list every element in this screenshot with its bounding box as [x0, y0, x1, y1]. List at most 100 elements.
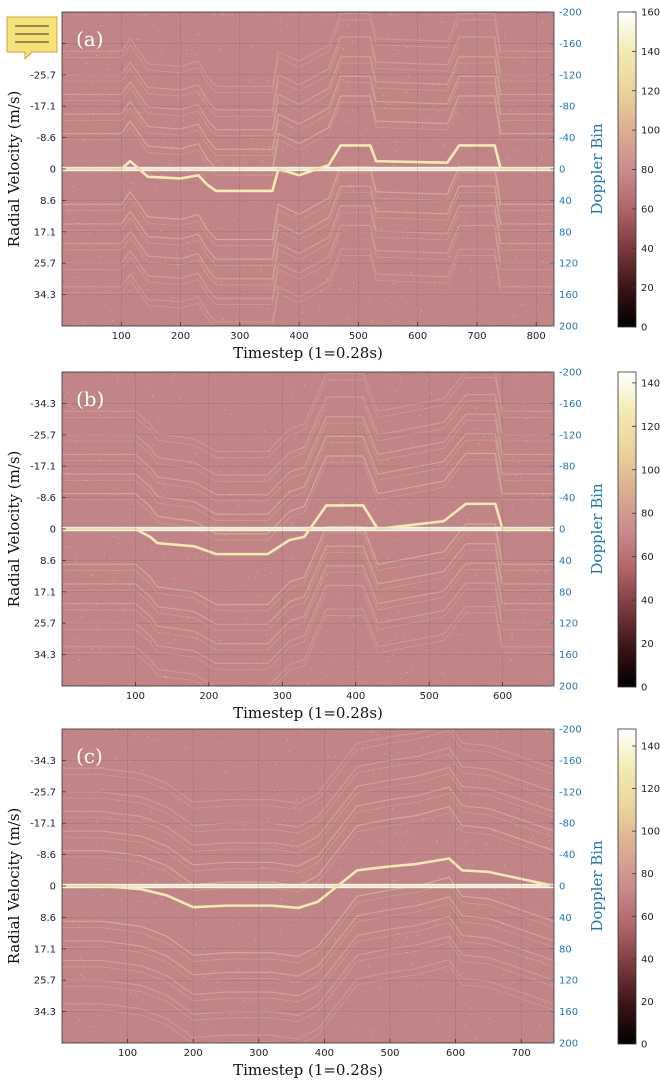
speckle [253, 147, 255, 149]
speckle [103, 845, 105, 847]
speckle [64, 734, 66, 736]
speckle [534, 410, 536, 412]
speckle [499, 564, 501, 566]
y-tick-label-right: 120 [559, 259, 578, 270]
speckle [165, 538, 167, 540]
speckle [353, 281, 355, 284]
speckle [79, 958, 81, 960]
speckle [186, 241, 188, 244]
speckle [380, 227, 382, 229]
speckle [307, 875, 309, 877]
speckle [440, 21, 442, 23]
y-tick-label-right: 80 [559, 227, 572, 238]
speckle [369, 296, 371, 298]
speckle [371, 320, 374, 322]
speckle [475, 408, 477, 410]
speckle [535, 910, 537, 912]
speckle [475, 574, 477, 576]
x-tick-label: 300 [249, 1048, 268, 1059]
speckle [163, 135, 165, 137]
sticky-note-icon[interactable] [6, 16, 58, 61]
speckle [128, 583, 131, 586]
speckle [86, 62, 88, 64]
speckle [77, 222, 80, 225]
speckle [90, 1025, 92, 1027]
speckle [130, 992, 132, 994]
speckle [334, 939, 336, 941]
speckle [244, 159, 246, 161]
speckle [186, 1030, 188, 1032]
speckle [357, 430, 359, 432]
speckle [219, 470, 221, 472]
speckle [115, 888, 117, 890]
speckle [147, 767, 150, 769]
speckle [115, 729, 117, 732]
speckle [82, 976, 85, 979]
speckle [467, 519, 469, 521]
speckle [135, 626, 137, 629]
y-tick-label-left: 34.3 [34, 650, 56, 661]
speckle [425, 118, 427, 120]
speckle [526, 440, 528, 442]
speckle [363, 497, 365, 499]
speckle [471, 779, 473, 782]
speckle [504, 602, 506, 604]
speckle [83, 747, 85, 749]
colorbar-tick-label: 140 [641, 47, 660, 58]
speckle [319, 583, 322, 585]
speckle [471, 796, 473, 799]
speckle [356, 20, 358, 22]
speckle [468, 1013, 471, 1015]
speckle [182, 116, 185, 118]
colorbar: 0 20 40 60 80 100 120 140 [617, 728, 660, 1051]
speckle [402, 638, 405, 640]
speckle [246, 618, 248, 620]
speckle [137, 38, 140, 40]
speckle [392, 577, 394, 579]
speckle [392, 807, 394, 809]
main-trace [62, 144, 554, 193]
speckle [100, 414, 102, 416]
speckle [432, 819, 434, 822]
speckle [266, 818, 268, 820]
speckle [105, 88, 107, 90]
x-tick-label: 700 [512, 1048, 531, 1059]
speckle [551, 617, 554, 619]
speckle [96, 54, 98, 56]
speckle [196, 554, 198, 556]
speckle [173, 372, 175, 374]
speckle [113, 101, 116, 103]
speckle [90, 648, 92, 650]
speckle [255, 762, 258, 764]
speckle [238, 118, 240, 120]
speckle [448, 388, 451, 391]
speckle [248, 577, 250, 579]
speckle [269, 970, 271, 972]
speckle [373, 509, 375, 511]
panel-label: (b) [76, 387, 104, 411]
harmonic-band [62, 459, 554, 541]
speckle [140, 960, 143, 962]
speckle [507, 203, 510, 205]
y-tick-label-right: 40 [559, 913, 572, 924]
zero-doppler-line [62, 166, 554, 172]
speckle [146, 588, 148, 591]
speckle [368, 965, 370, 968]
speckle [533, 130, 536, 133]
y-tick-label-left: 34.3 [34, 290, 56, 301]
speckle [498, 604, 500, 607]
x-tick-label: 200 [199, 691, 218, 702]
speckle [174, 639, 176, 641]
harmonic-band [62, 172, 554, 247]
speckle [521, 996, 523, 998]
speckle [291, 557, 294, 560]
speckle [423, 558, 426, 560]
speckle [261, 866, 264, 868]
speckle [465, 1025, 467, 1027]
colorbar-tick-label: 60 [641, 552, 654, 563]
panel-a: -34.3-25.7-17.1-8.608.617.125.734.3-200-… [5, 8, 660, 363]
speckle [70, 96, 72, 98]
speckle [470, 1007, 472, 1009]
speckle [391, 539, 393, 541]
speckle [371, 1033, 374, 1035]
